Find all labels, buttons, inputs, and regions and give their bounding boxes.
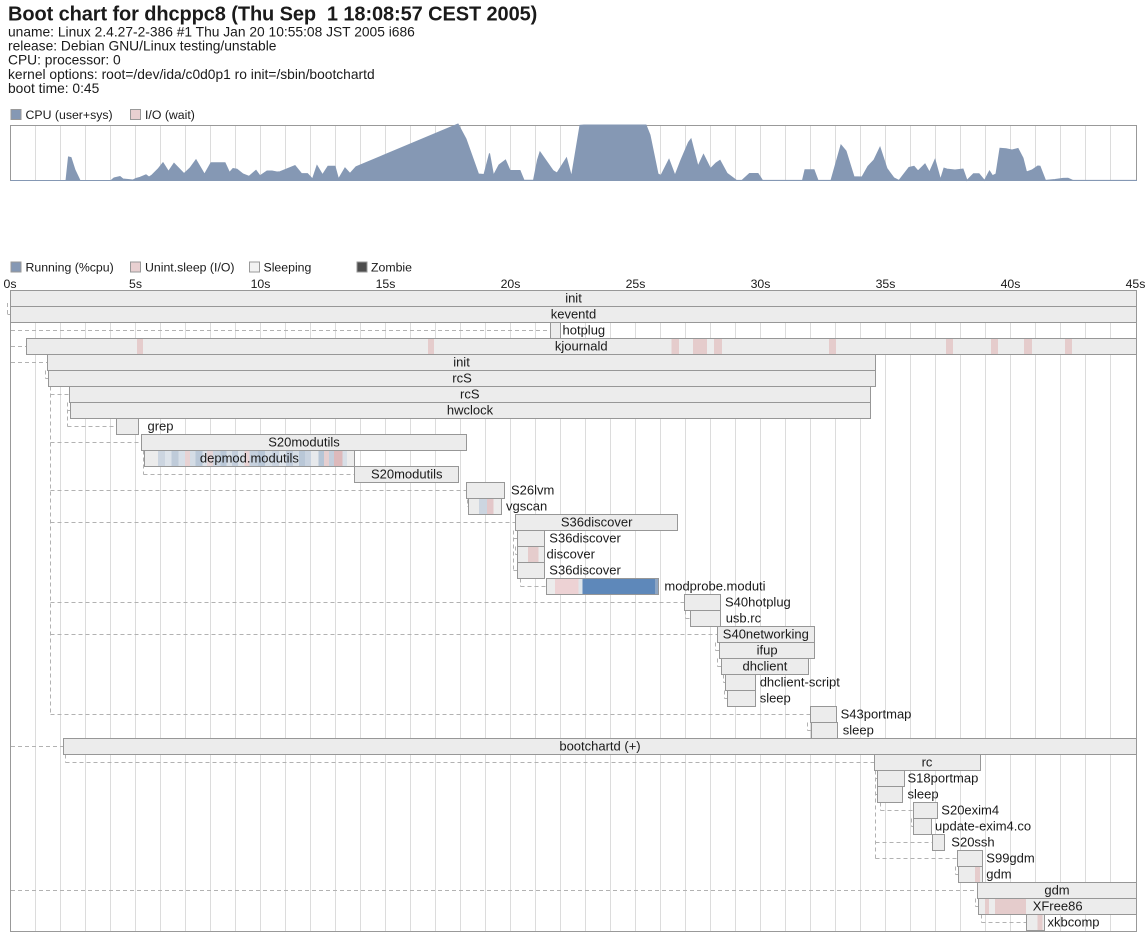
svg-text:5s: 5s — [129, 277, 142, 291]
svg-text:45s: 45s — [1126, 277, 1146, 291]
svg-text:S20modutils: S20modutils — [371, 467, 443, 482]
svg-text:depmod.modutils: depmod.modutils — [200, 451, 299, 466]
svg-text:modprobe.moduti: modprobe.moduti — [664, 579, 765, 594]
svg-text:init: init — [453, 355, 470, 370]
svg-text:35s: 35s — [876, 277, 896, 291]
svg-text:gdm: gdm — [986, 867, 1011, 882]
svg-text:hotplug: hotplug — [563, 323, 606, 338]
svg-text:Running (%cpu): Running (%cpu) — [26, 261, 114, 275]
svg-text:Boot chart for dhcppc8 (Thu Se: Boot chart for dhcppc8 (Thu Sep 1 18:08:… — [8, 4, 537, 26]
svg-text:S40hotplug: S40hotplug — [725, 595, 791, 610]
svg-text:Unint.sleep (I/O): Unint.sleep (I/O) — [145, 261, 235, 275]
svg-text:40s: 40s — [1001, 277, 1021, 291]
svg-text:25s: 25s — [626, 277, 646, 291]
svg-text:keventd: keventd — [551, 307, 597, 322]
svg-text:vgscan: vgscan — [506, 499, 547, 514]
svg-text:sleep: sleep — [843, 723, 874, 738]
svg-text:bootchartd (+): bootchartd (+) — [559, 739, 640, 754]
svg-text:S43portmap: S43portmap — [841, 707, 912, 722]
svg-text:15s: 15s — [376, 277, 396, 291]
svg-text:S36discover: S36discover — [549, 563, 621, 578]
svg-text:S26lvm: S26lvm — [511, 483, 554, 498]
svg-text:release: Debian GNU/Linux test: release: Debian GNU/Linux testing/unstab… — [8, 39, 277, 54]
svg-text:update-exim4.co: update-exim4.co — [935, 819, 1031, 834]
svg-text:uname: Linux 2.4.27-2-386 #1 T: uname: Linux 2.4.27-2-386 #1 Thu Jan 20 … — [8, 24, 415, 39]
svg-text:S18portmap: S18portmap — [908, 771, 979, 786]
svg-text:usb.rc: usb.rc — [726, 611, 762, 626]
svg-text:S20ssh: S20ssh — [951, 835, 994, 850]
svg-text:0s: 0s — [4, 277, 17, 291]
svg-text:XFree86: XFree86 — [1033, 899, 1083, 914]
svg-text:CPU: processor: 0: CPU: processor: 0 — [8, 53, 121, 68]
svg-text:Zombie: Zombie — [371, 261, 412, 275]
svg-text:kjournald: kjournald — [555, 339, 608, 354]
svg-text:sleep: sleep — [908, 787, 939, 802]
svg-text:hwclock: hwclock — [447, 403, 494, 418]
svg-text:S36discover: S36discover — [549, 531, 621, 546]
svg-text:S99gdm: S99gdm — [986, 851, 1034, 866]
svg-text:rcS: rcS — [452, 371, 472, 386]
svg-text:sleep: sleep — [760, 691, 791, 706]
svg-text:rcS: rcS — [460, 387, 480, 402]
svg-text:dhclient: dhclient — [743, 659, 788, 674]
svg-text:discover: discover — [547, 547, 596, 562]
svg-text:boot time: 0:45: boot time: 0:45 — [8, 81, 100, 96]
svg-text:ifup: ifup — [757, 643, 778, 658]
svg-text:gdm: gdm — [1044, 883, 1069, 898]
svg-text:I/O (wait): I/O (wait) — [145, 108, 195, 122]
svg-text:20s: 20s — [501, 277, 521, 291]
svg-text:xkbcomp: xkbcomp — [1048, 915, 1100, 930]
svg-text:S36discover: S36discover — [561, 515, 633, 530]
svg-text:rc: rc — [922, 755, 933, 770]
svg-text:S20modutils: S20modutils — [268, 435, 340, 450]
svg-text:init: init — [565, 291, 582, 306]
svg-text:30s: 30s — [751, 277, 771, 291]
svg-text:kernel options: root=/dev/ida/: kernel options: root=/dev/ida/c0d0p1 ro … — [8, 67, 375, 82]
svg-text:CPU (user+sys): CPU (user+sys) — [26, 108, 113, 122]
svg-text:S20exim4: S20exim4 — [941, 803, 999, 818]
svg-text:grep: grep — [148, 419, 174, 434]
svg-text:10s: 10s — [251, 277, 271, 291]
svg-text:S40networking: S40networking — [723, 627, 809, 642]
svg-text:dhclient-script: dhclient-script — [760, 675, 841, 690]
svg-text:Sleeping: Sleeping — [264, 261, 312, 275]
